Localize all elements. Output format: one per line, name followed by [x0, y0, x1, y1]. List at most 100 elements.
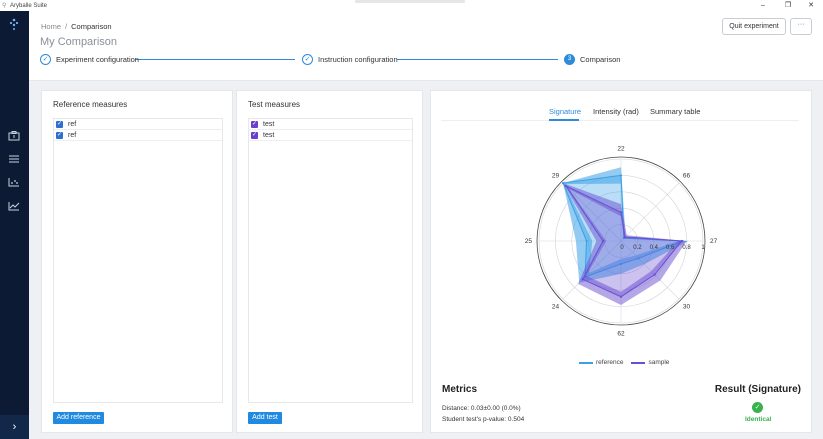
active-tab-indicator [549, 119, 579, 121]
breadcrumb-separator: / [65, 22, 68, 31]
list-item-label: test [263, 120, 275, 128]
add-test-button[interactable]: Add test [248, 412, 282, 424]
aryballe-logo-icon[interactable] [7, 17, 21, 31]
result-status: Identical [745, 416, 772, 423]
test-measures-panel: Test measures ✓ test ✓ test Add test [236, 90, 423, 433]
window-titlebar: ⚲ Aryballe Suite – ❐ ✕ [0, 0, 823, 11]
angular-tick-label: 24 [552, 304, 560, 311]
angular-tick-label: 66 [683, 172, 691, 179]
check-circle-icon: ✓ [752, 402, 763, 413]
angular-tick-label: 27 [710, 238, 718, 245]
step-label: Experiment configuration [56, 54, 139, 64]
metric-pvalue: Student test's p-value: 0.504 [442, 416, 525, 423]
sidebar: › [0, 11, 29, 439]
step-label: Comparison [580, 54, 621, 64]
angular-tick-label: 62 [617, 331, 625, 338]
step-comparison[interactable]: 3 Comparison [564, 53, 620, 65]
reference-measures-title: Reference measures [53, 100, 128, 109]
series-point-sample [623, 235, 627, 239]
breadcrumb-home[interactable]: Home [41, 22, 62, 31]
legend-item-sample[interactable]: sample [631, 359, 669, 366]
quit-experiment-button[interactable]: Quit experiment [722, 18, 786, 35]
legend-label: sample [648, 359, 670, 366]
series-point-reference [585, 239, 588, 243]
page-header: Home / Comparison My Comparison Quit exper… [29, 11, 823, 81]
more-options-button[interactable]: ··· [790, 18, 812, 35]
scatter-chart-icon[interactable] [7, 177, 21, 189]
comparison-panel: Signature Intensity (rad) Summary table … [430, 90, 812, 433]
radial-tick-label: 0.6 [666, 245, 675, 251]
expand-sidebar-icon[interactable]: › [0, 415, 29, 439]
polar-spoke [620, 240, 680, 300]
add-reference-button[interactable]: Add reference [53, 412, 104, 424]
legend-swatch [631, 361, 646, 364]
tab-signature[interactable]: Signature [549, 107, 582, 116]
comparison-tabs: Signature Intensity (rad) Summary table [441, 103, 799, 121]
radial-tick-label: 0.8 [682, 245, 691, 251]
series-point-reference [619, 174, 623, 177]
radial-tick-label: 0.2 [633, 245, 642, 251]
step-check-icon: ✓ [40, 53, 51, 65]
angular-tick-label: 22 [617, 145, 625, 152]
list-item[interactable]: ✓ ref [54, 119, 222, 130]
metric-distance: Distance: 0.03±0.00 (0.0%) [442, 405, 521, 412]
metrics-title: Metrics [442, 384, 478, 395]
breadcrumb-current: Comparison [71, 22, 112, 31]
test-measures-title: Test measures [248, 100, 301, 109]
tab-summary-table[interactable]: Summary table [650, 107, 701, 116]
checkbox-checked-icon[interactable]: ✓ [56, 120, 63, 128]
legend-label: reference [596, 359, 624, 366]
test-list: ✓ test ✓ test [248, 118, 413, 403]
result-title: Result (Signature) [714, 384, 801, 395]
angular-tick-label: 30 [683, 304, 691, 311]
series-point-reference [637, 257, 640, 260]
step-number: 3 [564, 53, 575, 65]
page-title: My Comparison [40, 36, 118, 48]
radial-tick-label: 1 [701, 245, 705, 251]
checkbox-checked-icon[interactable]: ✓ [56, 131, 63, 139]
step-instruction-configuration[interactable]: ✓ Instruction configuration [302, 53, 398, 65]
minimize-button[interactable]: – [761, 2, 765, 9]
maximize-button[interactable]: ❐ [784, 2, 792, 9]
series-point-sample [619, 295, 623, 298]
checkbox-checked-icon[interactable]: ✓ [251, 131, 258, 139]
list-item[interactable]: ✓ ref [54, 130, 222, 141]
list-item[interactable]: ✓ test [249, 119, 412, 130]
series-band-reference [563, 167, 689, 283]
close-button[interactable]: ✕ [808, 2, 814, 9]
breadcrumb: Home / Comparison [41, 22, 112, 31]
reference-measures-panel: Reference measures ✓ ref ✓ ref Add refer… [41, 90, 233, 433]
series-point-reference [619, 262, 623, 266]
series-point-sample [619, 211, 623, 214]
series-point-sample [680, 239, 683, 243]
line-chart-icon[interactable] [7, 201, 21, 213]
step-connector [397, 59, 558, 60]
stepper: ✓ Experiment configuration ✓ Instruction… [40, 53, 820, 67]
chart-legend: reference sample [579, 359, 677, 366]
app-icon: ⚲ [2, 2, 7, 9]
reference-list: ✓ ref ✓ ref [53, 118, 223, 403]
polar-spoke [562, 182, 622, 242]
checkbox-checked-icon[interactable]: ✓ [251, 120, 258, 128]
experiment-icon[interactable] [7, 131, 21, 143]
polar-spoke [562, 240, 622, 300]
step-connector [135, 59, 295, 60]
angular-tick-label: 25 [525, 238, 533, 245]
step-label: Instruction configuration [318, 54, 398, 64]
legend-item-reference[interactable]: reference [579, 359, 623, 366]
series-point-sample [653, 273, 656, 276]
angular-tick-label: 29 [552, 172, 560, 179]
step-experiment-configuration[interactable]: ✓ Experiment configuration [40, 53, 139, 65]
radial-tick-label: 0 [620, 245, 624, 251]
titlebar-drag-area [355, 0, 465, 3]
step-check-icon: ✓ [302, 53, 313, 65]
list-item[interactable]: ✓ test [249, 130, 412, 141]
legend-swatch [579, 361, 593, 364]
list-item-label: ref [68, 120, 77, 128]
polar-outer-ring [536, 156, 706, 326]
tab-intensity[interactable]: Intensity (rad) [593, 107, 639, 116]
signature-polar-chart: 0 0.2 0.4 0.6 0.8 1 22 66 27 30 62 24 25 29 [525, 145, 718, 338]
list-icon[interactable] [7, 154, 21, 166]
polar-spoke [620, 182, 680, 242]
radial-tick-label: 0.4 [650, 245, 659, 251]
